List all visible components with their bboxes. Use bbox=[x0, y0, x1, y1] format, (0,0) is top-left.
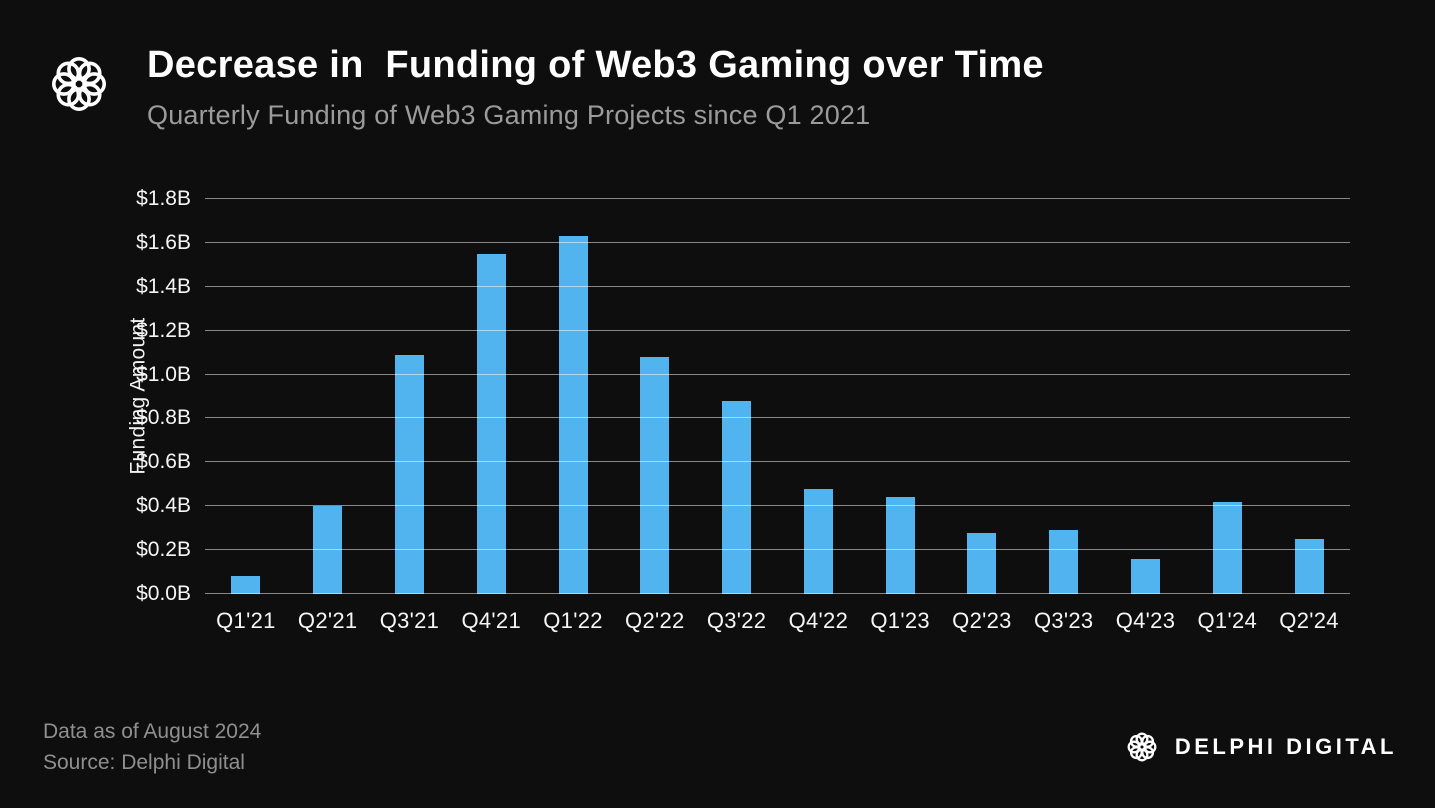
x-tick-label: Q2'24 bbox=[1279, 608, 1339, 633]
gridline bbox=[205, 417, 1350, 419]
x-tick-label: Q3'22 bbox=[706, 608, 767, 633]
x-axis-labels: Q1'21 Q2'21 Q3'21 Q4'21 Q1'22 Q2'22 Q3'22 Q4'22… bbox=[205, 608, 1350, 634]
gridline bbox=[205, 593, 1350, 594]
bar-slot bbox=[1268, 199, 1350, 594]
y-tick-label: $1.8B bbox=[136, 187, 191, 210]
bar-slot bbox=[205, 199, 287, 594]
x-tick-label: Q1'21 bbox=[216, 608, 276, 633]
bar-slot bbox=[287, 199, 369, 594]
bar-slot bbox=[696, 199, 778, 594]
bar-slot bbox=[777, 199, 859, 594]
bar-Q2-24 bbox=[1294, 539, 1324, 594]
bar-Q3-23 bbox=[1049, 530, 1079, 594]
bar-Q2-22 bbox=[640, 357, 670, 594]
bar-Q1-24 bbox=[1212, 501, 1242, 594]
y-tick-label: $1.6B bbox=[136, 230, 191, 254]
x-tick-label: Q3'23 bbox=[1033, 608, 1094, 633]
bar-Q1-21 bbox=[231, 576, 261, 594]
x-tick-label: Q2'23 bbox=[952, 608, 1012, 633]
gridline bbox=[205, 549, 1350, 551]
gridline bbox=[205, 373, 1350, 375]
bar-slot bbox=[1105, 199, 1187, 594]
gridline bbox=[205, 329, 1350, 331]
gridline bbox=[205, 505, 1350, 507]
y-tick-label: $0.8B bbox=[136, 406, 191, 430]
bar-slot bbox=[1186, 199, 1268, 594]
bar-Q1-22 bbox=[558, 236, 588, 594]
x-tick-label: Q4'22 bbox=[788, 608, 849, 633]
y-tick-label: $1.4B bbox=[136, 274, 191, 298]
x-tick-label: Q3'21 bbox=[379, 608, 440, 633]
bar-slot bbox=[614, 199, 696, 594]
delphi-knot-logo-icon bbox=[43, 48, 115, 120]
data-as-of-text: Data as of August 2024 bbox=[43, 720, 262, 743]
y-tick-label: $0.0B bbox=[136, 582, 191, 605]
gridline bbox=[205, 198, 1350, 199]
footer-brand: DELPHI DIGITAL bbox=[1123, 728, 1397, 766]
y-tick-label: $1.2B bbox=[136, 318, 191, 342]
y-tick-label: $0.2B bbox=[136, 538, 191, 562]
y-tick-label: $1.0B bbox=[136, 362, 191, 386]
chart-title: Decrease in Funding of Web3 Gaming over … bbox=[147, 44, 1044, 86]
bar-Q4-21 bbox=[476, 253, 506, 594]
bar-Q3-22 bbox=[722, 400, 752, 594]
gridline bbox=[205, 241, 1350, 243]
bar-Q3-21 bbox=[394, 354, 424, 594]
y-tick-label: $0.4B bbox=[136, 494, 191, 518]
chart-subtitle: Quarterly Funding of Web3 Gaming Project… bbox=[147, 99, 871, 130]
x-tick-label: Q2'22 bbox=[625, 608, 685, 633]
bar-slot bbox=[532, 199, 614, 594]
bar-slot bbox=[1023, 199, 1105, 594]
x-tick-label: Q1'24 bbox=[1197, 608, 1258, 633]
bar-slot bbox=[450, 199, 532, 594]
gridline bbox=[205, 461, 1350, 463]
header-text: Decrease in Funding of Web3 Gaming over … bbox=[147, 44, 1044, 131]
header: Decrease in Funding of Web3 Gaming over … bbox=[43, 44, 1044, 131]
bar-Q2-23 bbox=[967, 532, 997, 594]
footer-notes: Data as of August 2024 Source: Delphi Di… bbox=[43, 716, 261, 778]
x-tick-label: Q2'21 bbox=[297, 608, 358, 633]
gridline bbox=[205, 285, 1350, 287]
x-tick-label: Q4'21 bbox=[461, 608, 521, 633]
y-tick-label: $0.6B bbox=[136, 450, 191, 474]
delphi-knot-logo-small-icon bbox=[1123, 728, 1161, 766]
bar-slot bbox=[369, 199, 451, 594]
source-text: Source: Delphi Digital bbox=[43, 751, 245, 774]
delphi-digital-wordmark: DELPHI DIGITAL bbox=[1174, 734, 1397, 759]
bars-container bbox=[205, 199, 1350, 594]
bar-Q4-23 bbox=[1130, 558, 1160, 594]
x-tick-label: Q1'23 bbox=[870, 608, 930, 633]
x-tick-label: Q4'23 bbox=[1115, 608, 1176, 633]
plot-area: $0.0B $0.2B $0.4B $0.6B $0.8B $1.0B $1.2B $1.4B… bbox=[136, 187, 1350, 605]
bar-slot bbox=[859, 199, 941, 594]
bar-slot bbox=[941, 199, 1023, 594]
x-tick-label: Q1'22 bbox=[543, 608, 603, 633]
bar-Q1-23 bbox=[885, 497, 915, 594]
